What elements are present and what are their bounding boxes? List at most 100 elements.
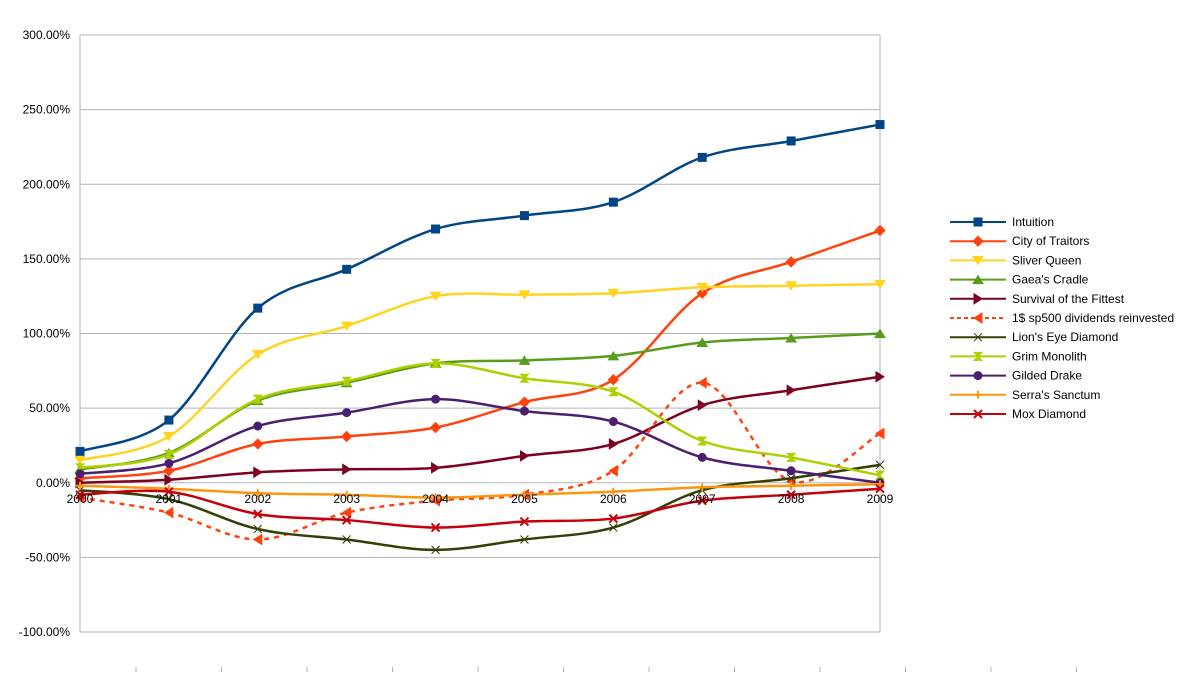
data-point	[253, 489, 262, 498]
legend-marker	[973, 312, 983, 324]
data-point	[164, 458, 174, 468]
legend-marker	[973, 332, 983, 342]
data-point	[252, 533, 263, 546]
data-point	[875, 120, 885, 130]
data-point	[607, 374, 620, 386]
data-point	[253, 509, 263, 519]
data-point	[518, 290, 531, 300]
data-point	[609, 487, 618, 496]
x-tick-label: 2001	[156, 492, 183, 506]
data-point	[342, 463, 352, 476]
y-tick-label: 250.00%	[23, 103, 71, 117]
legend-label: Lion's Eye Diamond	[1012, 330, 1118, 344]
data-point	[342, 264, 352, 274]
legend: Intuition City of Traitors Sliver Queen Gae…	[950, 215, 1174, 421]
data-point	[519, 449, 530, 462]
y-tick-labels: 300.00% 250.00% 200.00% 150.00% 100.00% 50.00…	[19, 28, 71, 639]
data-point	[253, 524, 263, 534]
legend-label: Grim Monolith	[1012, 349, 1087, 363]
data-point	[875, 484, 885, 494]
data-point	[696, 337, 709, 347]
series-line	[79, 123, 881, 453]
legend-marker	[972, 235, 984, 247]
data-point	[431, 394, 441, 404]
legend-entry: Sliver Queen	[950, 253, 1081, 267]
data-point	[164, 486, 174, 497]
legend-label: Mox Diamond	[1012, 407, 1086, 421]
data-point	[252, 438, 264, 450]
data-point	[518, 355, 531, 365]
series-9	[76, 480, 884, 502]
data-point	[607, 288, 620, 299]
data-point	[431, 493, 440, 502]
legend-entry: Survival of the Fittest	[950, 292, 1125, 306]
bottom-minor-ticks	[135, 667, 1077, 672]
data-point	[251, 349, 264, 360]
data-point	[697, 452, 707, 462]
data-point	[785, 452, 797, 462]
data-point	[785, 256, 797, 268]
data-point	[253, 303, 263, 313]
data-point	[252, 394, 263, 404]
legend-marker	[972, 274, 984, 285]
series-line	[79, 381, 881, 541]
x-tick-label: 2008	[778, 492, 805, 506]
legend-entry: Gilded Drake	[950, 369, 1082, 383]
legend-entry: Gaea's Cradle	[950, 273, 1089, 287]
data-point	[875, 370, 885, 383]
legend-label: City of Traitors	[1012, 234, 1089, 248]
x-tick-label: 2007	[689, 492, 716, 506]
data-point	[340, 321, 353, 331]
legend-label: Gilded Drake	[1012, 369, 1082, 383]
series-8	[75, 394, 885, 488]
data-point	[431, 224, 441, 234]
data-point	[874, 470, 886, 480]
data-point	[874, 224, 886, 237]
data-point	[518, 396, 531, 408]
y-tick-label: 100.00%	[23, 327, 71, 341]
series-line	[79, 397, 881, 484]
data-point	[163, 506, 174, 519]
x-tick-label: 2005	[511, 492, 538, 506]
data-point	[74, 455, 86, 466]
legend-marker	[973, 409, 983, 419]
data-point	[874, 328, 886, 338]
data-point	[519, 373, 530, 383]
series-line	[79, 463, 881, 552]
x-tick-label: 2004	[422, 492, 449, 506]
x-tick-label: 2006	[600, 492, 627, 506]
data-point	[342, 535, 352, 544]
series-line	[79, 482, 881, 499]
y-tick-label: 150.00%	[23, 252, 71, 266]
data-point	[253, 466, 263, 479]
data-point	[429, 291, 442, 302]
legend-entry: Serra's Sanctum	[950, 388, 1100, 402]
data-point	[874, 279, 886, 290]
data-point	[786, 136, 796, 146]
data-point	[164, 473, 174, 486]
data-point	[697, 152, 707, 162]
y-tick-label: 50.00%	[29, 401, 70, 415]
data-point	[253, 421, 263, 431]
data-point	[785, 333, 798, 343]
series-6	[75, 460, 885, 555]
series-2	[74, 279, 886, 466]
legend-entry: 1$ sp500 dividends reinvested	[950, 311, 1174, 325]
data-point	[342, 490, 351, 499]
data-point	[342, 408, 352, 418]
data-point	[163, 449, 175, 459]
legend-label: Sliver Queen	[1012, 253, 1081, 267]
y-tick-label: -100.00%	[19, 625, 71, 639]
data-point	[429, 421, 442, 434]
legend-entry: Intuition	[950, 215, 1054, 229]
data-point	[786, 384, 797, 397]
legend-label: Gaea's Cradle	[1012, 273, 1089, 287]
data-point	[164, 415, 174, 425]
data-point	[785, 281, 798, 291]
data-point	[163, 465, 175, 477]
x-tick-labels: 2000 2001 2002 2003 2004 2005 2006 2007 2008 2009	[67, 492, 894, 506]
data-point	[608, 197, 618, 207]
legend-entry: City of Traitors	[950, 234, 1089, 248]
data-point	[875, 427, 885, 440]
